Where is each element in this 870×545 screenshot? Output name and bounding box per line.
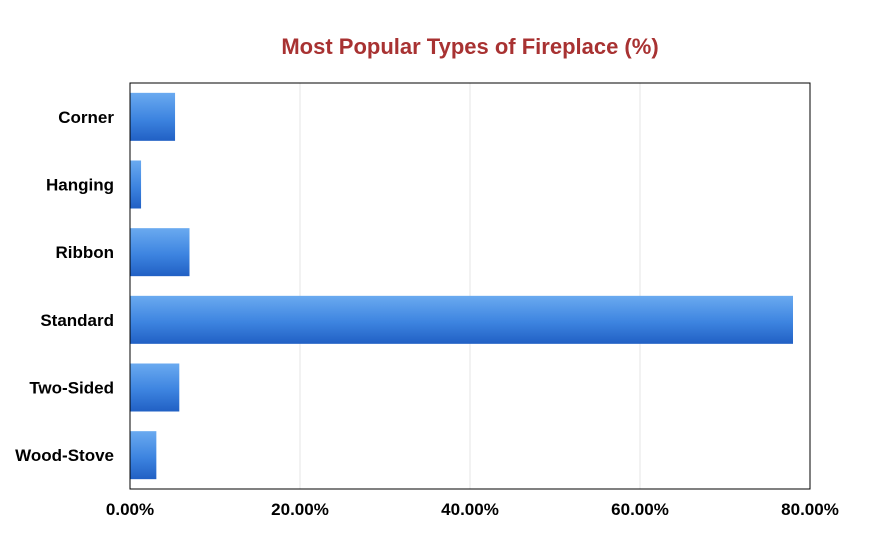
category-label: Two-Sided xyxy=(29,379,114,398)
bar-standard xyxy=(130,295,793,344)
category-label: Standard xyxy=(40,311,114,330)
category-label: Wood-Stove xyxy=(15,446,114,465)
tick-labels: 0.00% 20.00% 40.00% 60.00% 80.00% xyxy=(106,500,839,519)
bar-hanging xyxy=(130,160,142,209)
bar-corner xyxy=(130,92,176,141)
category-labels: Corner Hanging Ribbon Standard Two-Sided Wood… xyxy=(15,108,114,465)
bar-ribbon xyxy=(130,228,190,277)
bars xyxy=(130,92,793,480)
x-tick-label: 20.00% xyxy=(271,500,329,519)
x-tick-label: 40.00% xyxy=(441,500,499,519)
x-tick-label: 60.00% xyxy=(611,500,669,519)
category-label: Hanging xyxy=(46,176,114,195)
plot-frame xyxy=(129,82,811,490)
gridlines xyxy=(299,83,641,489)
category-label: Ribbon xyxy=(55,243,114,262)
chart-title: Most Popular Types of Fireplace (%) xyxy=(281,34,658,59)
x-tick-label: 0.00% xyxy=(106,500,154,519)
x-tick-label: 80.00% xyxy=(781,500,839,519)
category-label: Corner xyxy=(58,108,114,127)
bar-wood-stove xyxy=(130,431,157,480)
bar-two-sided xyxy=(130,363,180,412)
